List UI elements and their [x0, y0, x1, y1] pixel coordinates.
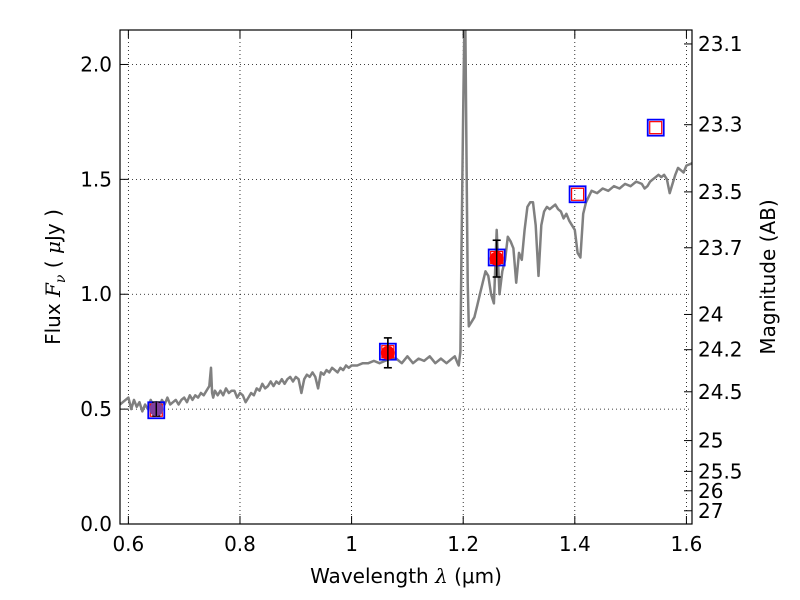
y-tick-label: 0.5 [80, 397, 112, 421]
x-axis-label: Wavelength λ (μm) [310, 564, 502, 588]
right-axis-label: Magnitude (AB) [756, 199, 780, 354]
y-tick-label: 0.0 [80, 512, 112, 536]
x-tick-label: 1.4 [559, 532, 591, 556]
x-tick-label: 0.8 [224, 532, 256, 556]
model-point-inner [570, 187, 585, 201]
y-axis-label-suffix: Jy ) [41, 209, 65, 243]
model-point-outer [646, 118, 665, 137]
y-tick-label: 2.0 [80, 52, 112, 76]
model-point-inner [649, 121, 663, 135]
right-tick-label: 24.5 [698, 380, 743, 404]
right-tick-label: 23.3 [698, 113, 743, 137]
right-tick-label: 25.5 [698, 459, 743, 483]
y-axis-label-prefix: Flux [41, 297, 65, 345]
observed-photometry-layer [149, 239, 504, 417]
right-tick-label: 24 [698, 302, 723, 326]
right-tick-label: 27 [698, 499, 723, 523]
right-tick-label: 26 [698, 479, 723, 503]
y-axis-label-unit-symbol: μ [41, 241, 65, 254]
x-axis-label-prefix: Wavelength [310, 564, 435, 588]
right-tick-label: 23.1 [698, 32, 743, 56]
x-tick-label: 1.2 [447, 532, 479, 556]
ticks [120, 30, 692, 525]
plot-frame [119, 29, 693, 525]
x-axis-label-symbol: λ [434, 564, 448, 588]
y-axis-label-subscript: ν [53, 274, 69, 283]
x-axis-label-suffix: (μm) [448, 564, 502, 588]
x-tick-label: 1 [345, 532, 358, 556]
model-point-outer [568, 185, 587, 204]
right-tick-label: 23.5 [698, 180, 743, 204]
y-axis-label-mid: ( [41, 254, 65, 275]
x-tick-label: 0.6 [112, 532, 144, 556]
right-tick-label: 23.7 [698, 236, 743, 260]
y-axis-label: Flux Fν ( μJy ) [41, 209, 69, 345]
y-tick-label: 1.0 [80, 282, 112, 306]
spectrum-line [120, 30, 692, 413]
right-tick-label: 25 [698, 429, 723, 453]
x-tick-label: 1.6 [671, 532, 703, 556]
y-tick-label: 1.5 [80, 167, 112, 191]
spectrum-layer [120, 30, 692, 413]
y-axis-label-symbol: F [41, 282, 65, 298]
right-tick-label: 24.2 [698, 338, 743, 362]
tick-labels: 0.6 0.8 1 1.2 1.4 1.6 0.0 0.5 1.0 1.5 2.0 23.1 23.3 2… [80, 32, 742, 556]
